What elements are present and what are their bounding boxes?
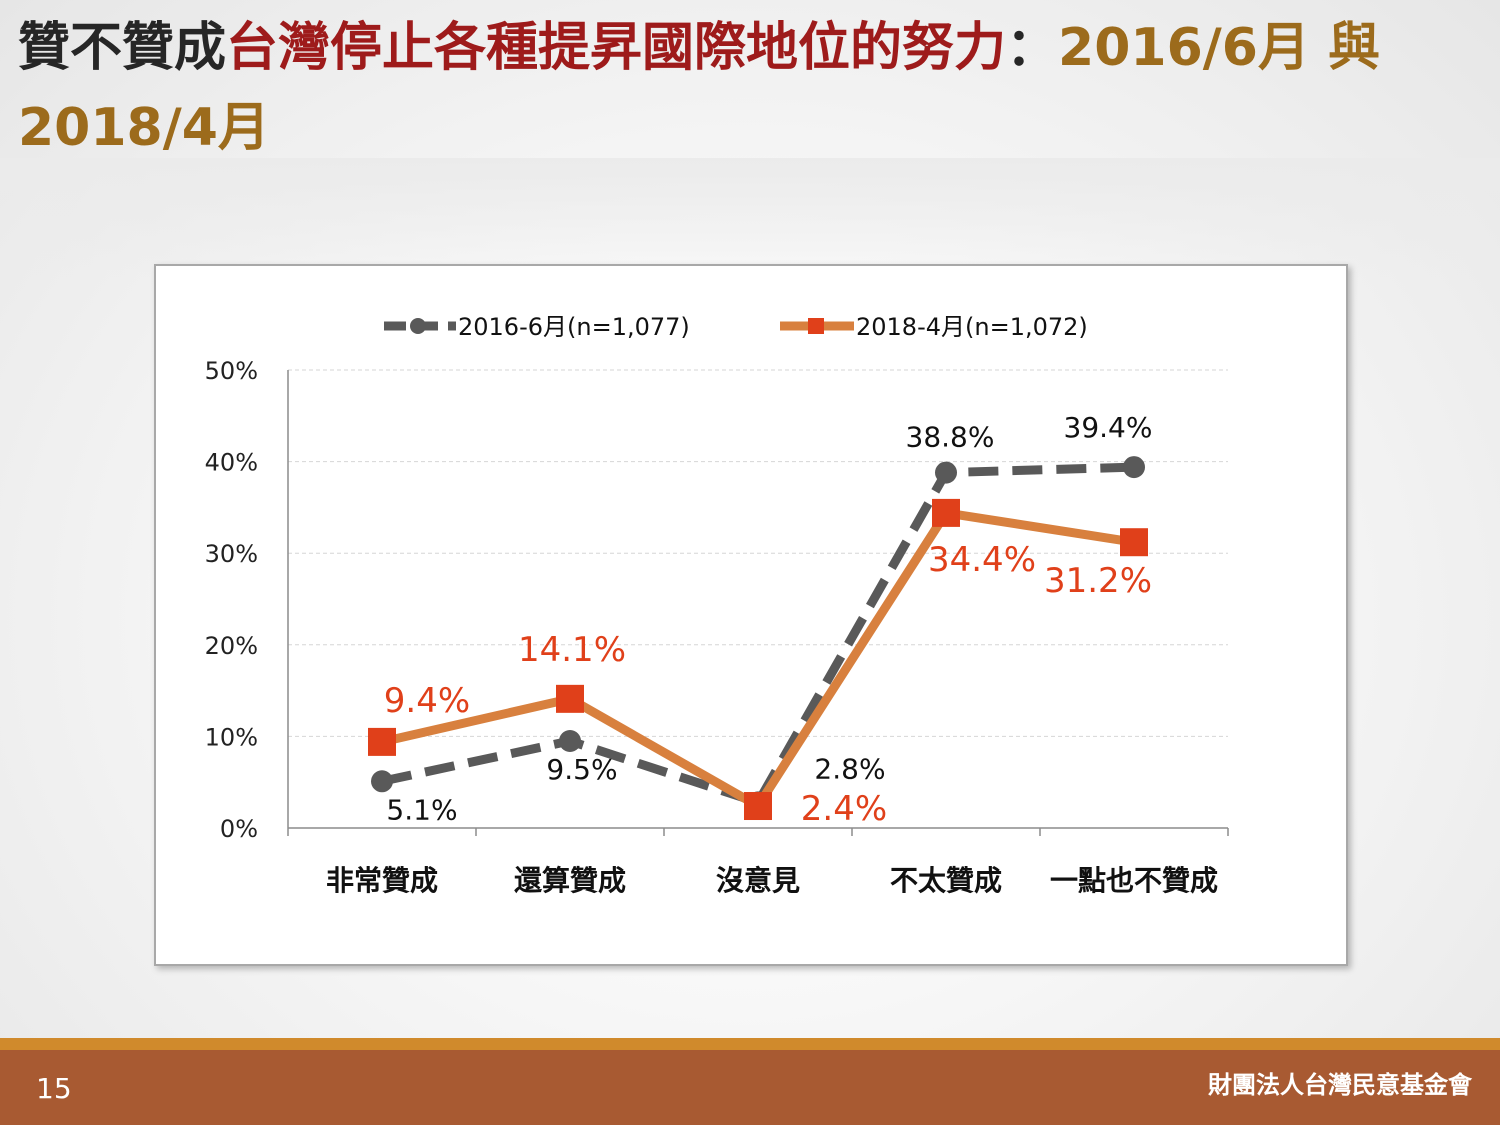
footer-accent-line: [0, 1038, 1500, 1050]
data-label-2018: 9.4%: [384, 681, 470, 721]
y-tick-label: 30%: [205, 540, 258, 568]
chart-frame: 0% 10% 20% 30% 40% 50% 非常贊成 還算贊成 沒意見 不太贊成 一點也不贊成 …: [154, 264, 1348, 966]
y-tick-label: 40%: [205, 449, 258, 477]
data-label-2018: 14.1%: [518, 630, 626, 670]
line-chart: 0%10%20%30%40%50% 非常贊成 還算贊成 沒意見 不太贊成 一點也不贊成 …: [205, 313, 1229, 897]
data-label-2018: 34.4%: [928, 540, 1036, 580]
x-tick-labels: 非常贊成 還算贊成 沒意見 不太贊成 一點也不贊成: [326, 864, 1218, 897]
data-label-2016: 9.5%: [546, 753, 617, 786]
marker-2016: [559, 729, 581, 752]
x-tick-label: 還算贊成: [514, 864, 626, 897]
data-label-2018: 31.2%: [1044, 561, 1152, 601]
y-tick-label: 0%: [220, 815, 258, 843]
data-label-2016: 2.8%: [814, 752, 885, 785]
marker-2016: [371, 770, 393, 793]
marker-2018: [556, 684, 584, 713]
data-label-2016: 38.8%: [906, 421, 995, 454]
series-markers: [368, 456, 1148, 821]
y-tick-label: 20%: [205, 632, 258, 660]
legend-label-2018: 2018-4月(n=1,072): [856, 313, 1088, 341]
data-labels: 5.1% 9.5% 2.8% 38.8% 39.4% 9.4% 14.1% 2.4% 34.4%…: [384, 411, 1153, 829]
footer-bar: 15 財團法人台灣民意基金會: [0, 1050, 1500, 1125]
marker-2018: [1120, 528, 1148, 557]
x-tick-label: 不太贊成: [890, 864, 1002, 897]
title-part-2: 台灣停止各種提昇國際地位的努力: [226, 18, 1007, 78]
x-tick-label: 非常贊成: [326, 864, 438, 897]
data-label-2018: 2.4%: [801, 789, 887, 829]
marker-2018: [932, 498, 960, 527]
legend-label-2016: 2016-6月(n=1,077): [458, 313, 690, 341]
organization-name: 財團法人台灣民意基金會: [1208, 1071, 1472, 1099]
grid-lines: [288, 369, 1228, 737]
marker-2018: [368, 727, 396, 756]
y-tick-labels: 0% 10% 20% 30% 40% 50%: [205, 357, 258, 843]
series-line-2016: [381, 462, 1135, 807]
y-tick-label: 10%: [205, 723, 258, 751]
title-part-1: 贊不贊成: [18, 18, 227, 78]
title-part-3: ：: [1006, 18, 1059, 78]
marker-2016: [935, 461, 957, 484]
legend-swatch-marker-2016: [410, 318, 426, 334]
x-tick-label: 沒意見: [716, 864, 800, 897]
slide-title: 贊不贊成台灣停止各種提昇國際地位的努力：2016/6月 與 2018/4月: [18, 8, 1488, 168]
marker-2016: [1123, 456, 1145, 479]
y-tick-label: 50%: [205, 357, 258, 385]
data-label-2016: 5.1%: [386, 793, 457, 826]
legend-swatch-marker-2018: [808, 318, 824, 334]
marker-2018: [744, 792, 772, 821]
title-band: [0, 158, 1500, 278]
page-number: 15: [36, 1072, 72, 1105]
series-lines: [380, 462, 1135, 811]
x-tick-label: 一點也不贊成: [1050, 864, 1218, 897]
data-label-2016: 39.4%: [1064, 411, 1153, 444]
legend: 2016-6月(n=1,077) 2018-4月(n=1,072): [384, 313, 1088, 341]
title-part-4: 2016/6月 與 2018/4月: [18, 18, 1381, 158]
axes: [287, 370, 1229, 836]
